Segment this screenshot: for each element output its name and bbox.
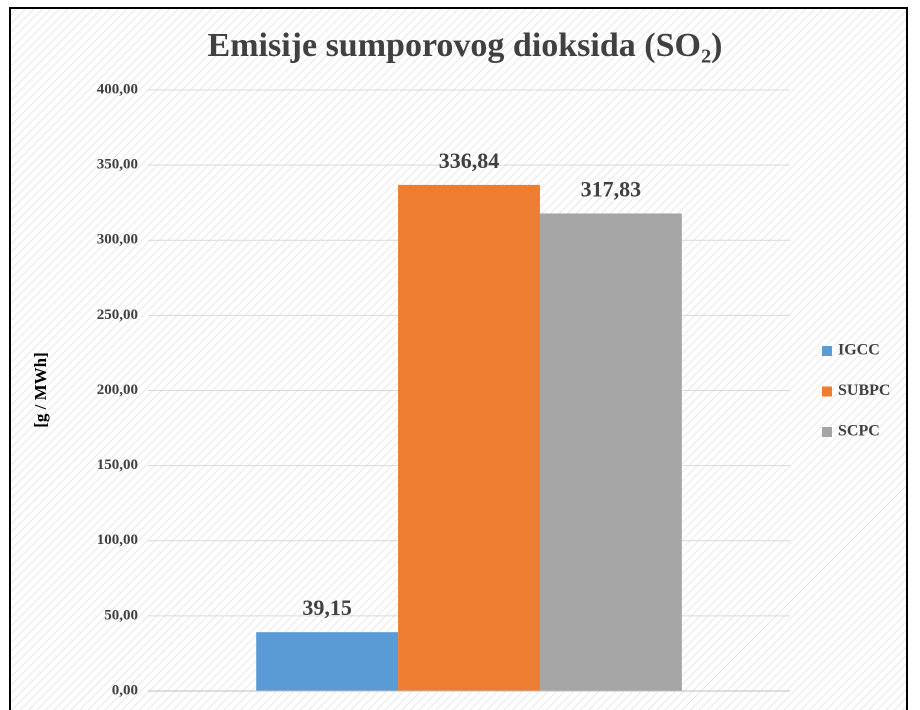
bar — [539, 213, 682, 691]
legend-label: SUBPC — [838, 382, 890, 399]
y-tick-label: 50,00 — [104, 607, 138, 623]
y-tick-label: 250,00 — [97, 307, 138, 323]
y-tick-label: 350,00 — [97, 157, 138, 173]
y-tick-label: 0,00 — [112, 682, 138, 698]
bar — [398, 184, 540, 692]
legend-label: SCPC — [838, 423, 880, 440]
legend-label: IGCC — [838, 342, 880, 359]
y-tick-label: 150,00 — [97, 457, 138, 473]
data-label: 317,83 — [581, 177, 642, 202]
data-label: 39,15 — [302, 595, 352, 620]
y-tick-label: 400,00 — [97, 81, 138, 97]
bar — [256, 632, 399, 691]
legend-swatch — [822, 346, 832, 356]
y-tick-label: 200,00 — [97, 382, 138, 398]
legend-swatch — [822, 386, 832, 397]
y-tick-label: 100,00 — [97, 532, 138, 548]
y-tick-label: 300,00 — [97, 232, 138, 248]
legend-swatch — [822, 427, 832, 437]
y-axis-label: [g / MWh] — [31, 352, 50, 428]
data-label: 336,84 — [439, 148, 500, 173]
chart-title: Emisije sumporovog dioksida (SO₂) — [208, 27, 723, 64]
